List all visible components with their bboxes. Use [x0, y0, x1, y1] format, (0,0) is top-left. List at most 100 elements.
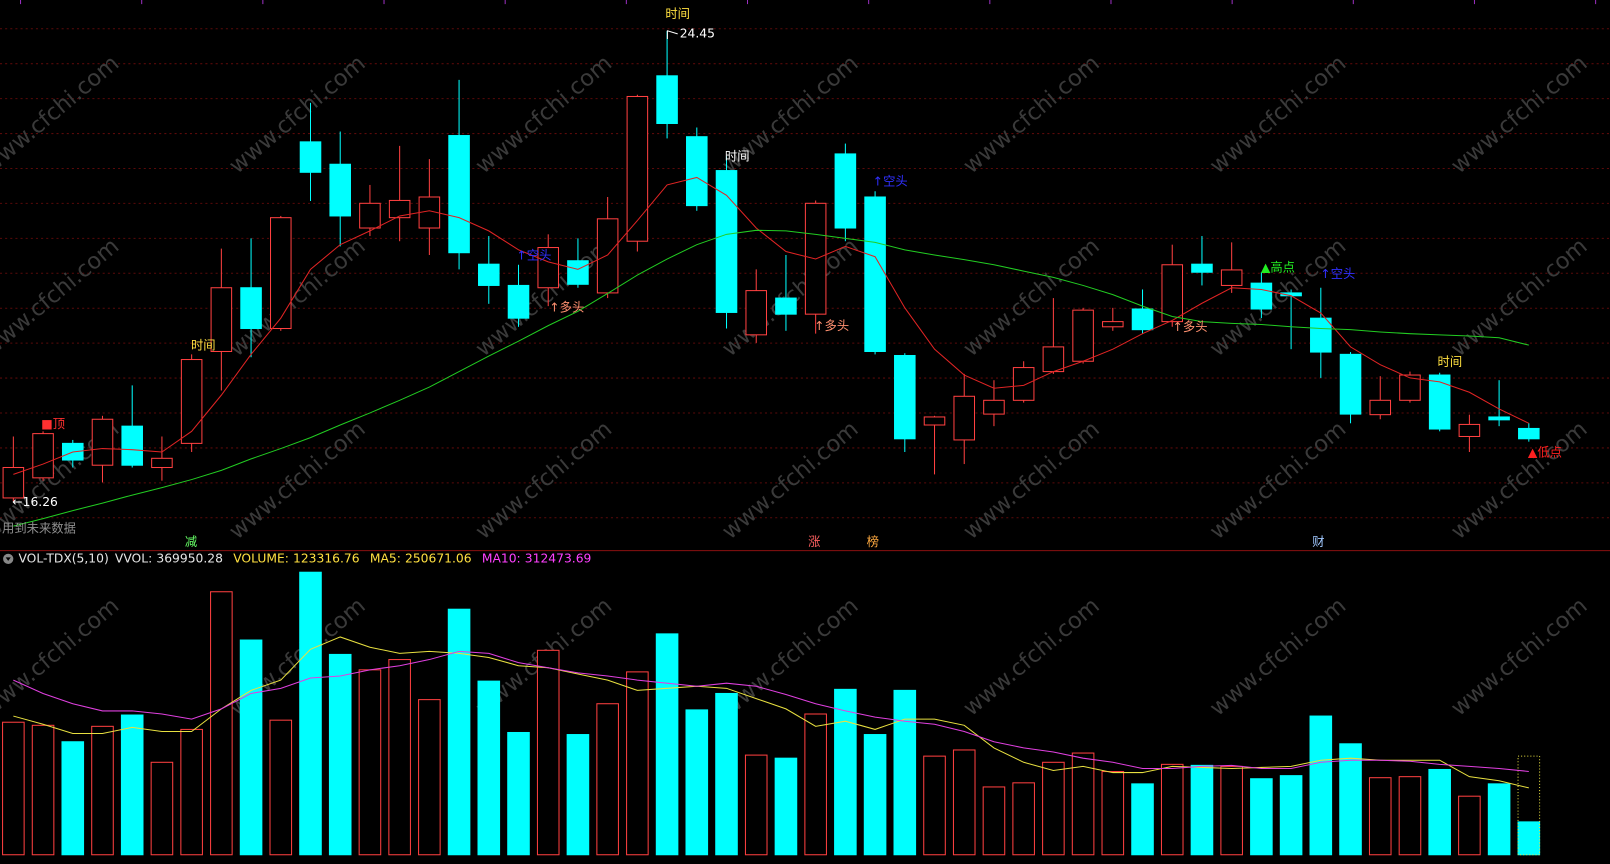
indicator-value: 369950.28: [156, 551, 223, 565]
annotation: 24.45: [680, 26, 715, 40]
volume-bar: [269, 719, 293, 856]
candle-body: [1310, 317, 1332, 353]
volume-bar: [655, 633, 679, 856]
volume-bar: [1042, 761, 1065, 856]
volume-bar: [1131, 783, 1154, 856]
volume-bar: [120, 714, 144, 856]
candle-body: [686, 136, 708, 207]
candle-body: [299, 141, 322, 173]
volume-bar: [388, 659, 411, 856]
annotation: 时间: [665, 7, 690, 21]
indicator-value: 123316.76: [293, 551, 360, 565]
candle-body: [1518, 427, 1540, 440]
volume-bar: [2, 721, 25, 856]
volume-bar: [1309, 715, 1333, 856]
candle-body: [448, 135, 470, 254]
event-marker: 涨: [808, 534, 820, 549]
indicator-label: MA10:: [482, 551, 521, 565]
candle-body: [1102, 321, 1124, 328]
volume-ma-line: [13, 636, 1529, 789]
candle-body: [1369, 399, 1392, 416]
candle-body: [537, 247, 560, 289]
indicator-value: 250671.06: [405, 551, 472, 565]
candle-body: [32, 433, 54, 479]
candle-body: [983, 399, 1005, 415]
volume-bar: [1220, 765, 1243, 856]
high-pointer: [666, 30, 678, 40]
volume-bar: [1250, 778, 1273, 856]
candle-body: [180, 359, 203, 444]
candle-body: [507, 284, 530, 319]
volume-bar: [1012, 782, 1035, 856]
volume-bar: [863, 734, 887, 856]
indicator-title: VOL-TDX(5,10): [18, 551, 108, 565]
candle-body: [1220, 269, 1243, 286]
candle-body: [210, 287, 233, 353]
volume-bar: [596, 703, 619, 856]
event-marker: 财: [1312, 535, 1324, 549]
candle-body: [715, 170, 738, 313]
volume-bar: [626, 671, 649, 856]
annotation: ↑空头: [516, 248, 551, 262]
volume-bar: [299, 571, 322, 856]
volume-bar: [1458, 795, 1481, 856]
indicator-label: VOLUME:: [233, 551, 289, 565]
volume-bar: [1517, 821, 1541, 856]
candle-body: [775, 297, 797, 315]
candle-body: [923, 416, 946, 426]
candle-body: [329, 163, 351, 217]
volume-bar: [1279, 775, 1303, 856]
candle-body: [270, 217, 292, 330]
candle-body: [1012, 367, 1035, 401]
indicator-label: VVOL:: [115, 551, 152, 565]
volume-bar: [239, 639, 263, 856]
volume-bar: [91, 725, 114, 856]
volume-bar: [804, 713, 827, 856]
volume-bar: [774, 757, 798, 856]
annotation: ↑空头: [1320, 267, 1355, 281]
candle-body: [894, 354, 916, 440]
candle-body: [864, 196, 886, 353]
annotation: ▲低点: [1528, 446, 1562, 460]
candle-body: [1191, 263, 1213, 273]
candle-body: [151, 457, 173, 469]
volume-bar: [834, 688, 857, 856]
volume-bar: [744, 754, 768, 856]
candle-body: [1161, 264, 1184, 323]
volume-bar: [358, 669, 382, 856]
volume-bar: [1398, 776, 1422, 856]
candle-body: [1131, 308, 1154, 331]
volume-bar: [1368, 777, 1392, 856]
annotation: ←16.26: [12, 495, 58, 509]
candle-body: [1488, 416, 1510, 421]
annotation: ↑多头: [549, 301, 584, 315]
event-marker: 榜: [867, 534, 879, 549]
volume-bar: [328, 653, 352, 856]
moving-average-line: [13, 229, 1529, 527]
volume-bar: [31, 724, 55, 856]
volume-bar: [150, 761, 174, 856]
candle-body: [388, 199, 411, 219]
indicator-label: MA5:: [370, 551, 401, 565]
candle-body: [834, 153, 857, 229]
volume-bar: [923, 755, 946, 856]
note: 用到未来数据: [2, 521, 76, 536]
volume-bar: [418, 699, 441, 856]
volume-bar: [180, 728, 203, 856]
indicator-menu-arrow: [5, 557, 11, 561]
volume-bar: [893, 689, 917, 856]
volume-bar: [685, 709, 709, 856]
volume-ma-line: [13, 650, 1529, 772]
volume-bar: [1190, 764, 1214, 856]
volume-bar: [982, 786, 1006, 856]
candle-body: [91, 418, 114, 466]
candle-body: [596, 218, 619, 294]
volume-bar: [210, 591, 233, 856]
candle-body: [240, 287, 262, 330]
candle-body: [953, 395, 976, 441]
volume-bar: [566, 734, 590, 856]
volume-bar: [715, 692, 738, 856]
candle-body: [567, 260, 589, 285]
